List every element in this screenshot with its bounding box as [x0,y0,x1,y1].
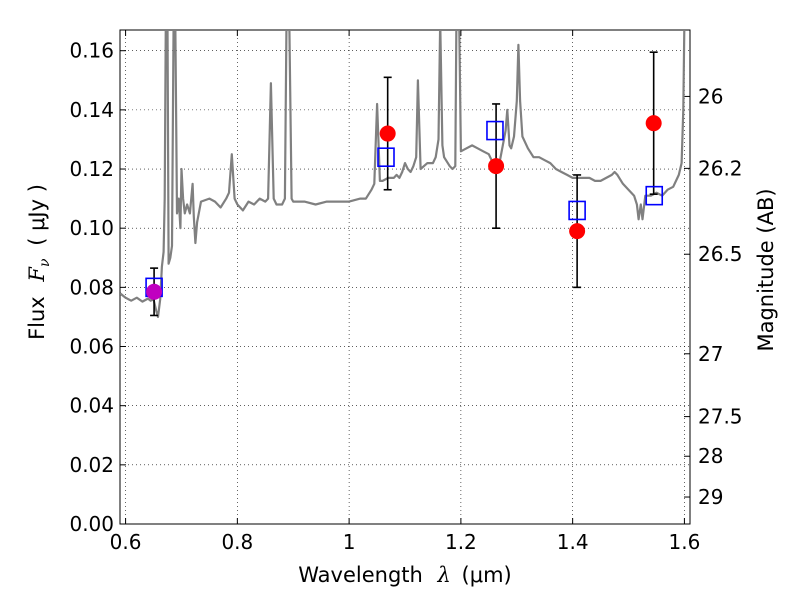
y-tick-label: 0.10 [69,216,114,240]
x-tick-label: 0.6 [110,530,142,554]
y-tick-label: 0.16 [69,39,114,63]
y-tick-label: 0.08 [69,275,114,299]
x-tick-label: 1.6 [669,530,701,554]
y2-tick-label: 29 [698,485,723,509]
y2-tick-label: 27.5 [698,405,743,429]
model-square-marker [645,185,664,206]
x-tick-label: 1.2 [445,530,477,554]
observed-point-marker [569,223,586,240]
x-axis-label-symbol: λ [437,563,451,587]
y-axis-label-text: Flux [25,296,49,340]
y-tick-label: 0.06 [69,335,114,359]
y2-tick-label: 26 [698,84,723,108]
plot-frame [119,29,691,525]
x-axis-label-text: Wavelength [298,563,423,587]
tick-labels: 0.6 0.8 1 1.2 1.4 1.6 0.00 0.02 0.04 0.06 0.08 0.10… [69,39,742,554]
grid-lines [120,30,690,525]
x-tick-label: 0.8 [221,530,253,554]
y2-tick-label: 26.5 [698,242,743,266]
model-square-marker [486,120,504,141]
y2-tick-label: 27 [698,342,723,366]
observed-point-marker [488,158,505,175]
observed-point-marker [645,115,662,132]
y-axis-label-symbol: F [25,266,49,283]
y2-axis-label: Magnitude (AB) [754,188,778,351]
y-tick-label: 0.00 [69,512,114,536]
model-square-marker [568,200,586,221]
spectrum-line [120,30,686,318]
observed-point-marker [146,283,163,300]
plot-area [119,29,691,525]
data-series [120,30,686,318]
y-tick-label: 0.14 [69,98,114,122]
y2-tick-label: 26.2 [698,156,743,180]
y-tick-label: 0.02 [69,453,114,477]
error-bars [150,51,658,317]
y-axis-label: Flux Fν ( μJy ) [25,184,54,340]
y-axis-label-unit: ( μJy ) [25,184,49,246]
observed-point-marker [379,125,396,142]
y-axis-label-subscript: ν [37,258,53,267]
x-axis-label: Wavelength λ (μm) [298,563,511,587]
x-tick-label: 1.4 [557,530,589,554]
x-axis-label-unit: (μm) [462,563,512,587]
y-tick-label: 0.12 [69,157,114,181]
data-markers [145,115,664,300]
y-tick-label: 0.04 [69,394,114,418]
x-tick-label: 1 [343,530,356,554]
y2-tick-label: 28 [698,444,723,468]
model-square-marker [377,147,395,167]
axis-ticks [120,30,690,525]
